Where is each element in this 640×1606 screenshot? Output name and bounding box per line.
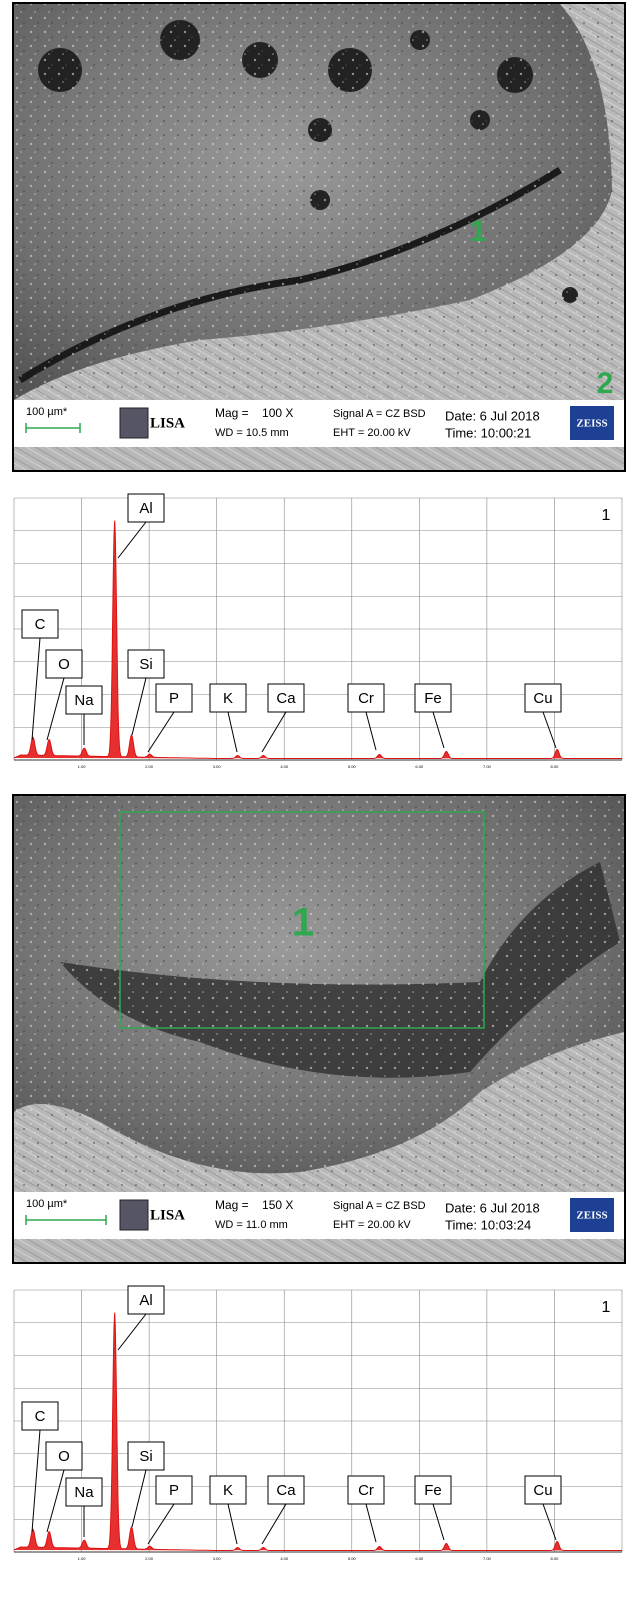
spectrum-label: 1 (602, 1299, 611, 1316)
date: Date: 6 Jul 2018 (445, 1200, 540, 1215)
x-tick-label: 6.00 (415, 1556, 424, 1561)
leader-line (32, 1430, 40, 1532)
spectrum-label: 1 (602, 507, 611, 524)
element-label: Fe (424, 1482, 442, 1499)
leader-line (47, 1470, 64, 1532)
eds-spectrum: 1.00 2.00 3.00 4.00 5.00 6.00 7.00 8.00 1 Al C O Na S… (14, 1286, 622, 1561)
leader-line (228, 712, 237, 752)
x-tick-label: 6.00 (415, 764, 424, 769)
element-label: C (35, 616, 46, 633)
x-tick-label: 5.00 (348, 1556, 357, 1561)
element-label: O (58, 1448, 70, 1465)
leader-line (148, 1504, 174, 1544)
element-label: Cr (358, 690, 374, 707)
x-tick-label: 2.00 (145, 1556, 154, 1561)
leader-line (228, 1504, 237, 1544)
element-label: Al (139, 1292, 152, 1309)
element-label: P (169, 1482, 179, 1499)
x-tick-label: 4.00 (280, 1556, 289, 1561)
leader-line (366, 712, 376, 750)
leader-line (433, 1504, 444, 1540)
magnification: Mag = 100 X (215, 406, 293, 420)
element-label: Cr (358, 1482, 374, 1499)
x-tick-label: 7.00 (483, 764, 492, 769)
signal: Signal A = CZ BSD (333, 1200, 426, 1212)
spectrum-trace (14, 521, 622, 759)
sem-image: 1 100 µm* LISA Mag = 150 X WD = 11.0 mm Signa… (12, 794, 626, 1264)
x-tick-label: 8.00 (551, 764, 560, 769)
leader-line (132, 1470, 146, 1527)
surface-texture (14, 4, 624, 400)
leader-line (262, 712, 286, 752)
element-label: O (58, 656, 70, 673)
x-tick-label: 5.00 (348, 764, 357, 769)
magnification: Mag = 150 X (215, 1198, 293, 1212)
leader-line (118, 522, 146, 558)
voltage: EHT = 20.00 kV (333, 427, 411, 439)
x-tick-label: 1.00 (78, 1556, 87, 1561)
scale-label: 100 µm* (26, 406, 68, 418)
leader-line (366, 1504, 376, 1542)
element-label: C (35, 1408, 46, 1425)
leader-line (543, 712, 556, 748)
element-label: Cu (533, 1482, 552, 1499)
spectrum-trace (14, 1313, 622, 1551)
eds-spectrum: 1.00 2.00 3.00 4.00 5.00 6.00 7.00 8.00 1 Al C O Na S… (14, 494, 622, 769)
x-tick-label: 7.00 (483, 1556, 492, 1561)
point-marker: 2 (597, 367, 614, 400)
scale-label: 100 µm* (26, 1198, 68, 1210)
element-label: Fe (424, 690, 442, 707)
element-label: K (223, 1482, 233, 1499)
brand: ZEISS (576, 1210, 607, 1222)
element-label: Na (74, 1484, 94, 1501)
date: Date: 6 Jul 2018 (445, 408, 540, 423)
surface-texture (14, 796, 624, 1192)
element-label: Na (74, 692, 94, 709)
element-label: Cu (533, 690, 552, 707)
leader-line (262, 1504, 286, 1544)
point-marker: 1 (292, 901, 314, 945)
logo-text: LISA (150, 415, 185, 431)
x-tick-label: 4.00 (280, 764, 289, 769)
info-bar (14, 400, 624, 447)
time: Time: 10:03:24 (445, 1217, 531, 1232)
x-tick-label: 3.00 (213, 1556, 222, 1561)
voltage: EHT = 20.00 kV (333, 1219, 411, 1231)
figure: 1 2 100 µm* LISA Mag = 100 X WD = 10.5 mm Sign… (0, 0, 640, 1606)
element-label: K (223, 690, 233, 707)
x-tick-label: 8.00 (551, 1556, 560, 1561)
element-label: Al (139, 500, 152, 517)
logo-text: LISA (150, 1207, 185, 1223)
signal: Signal A = CZ BSD (333, 408, 426, 420)
time: Time: 10:00:21 (445, 425, 531, 440)
x-tick-label: 3.00 (213, 764, 222, 769)
leader-line (32, 638, 40, 740)
logo-cube (120, 1200, 148, 1230)
x-tick-label: 2.00 (145, 764, 154, 769)
element-label: Ca (276, 1482, 296, 1499)
brand: ZEISS (576, 418, 607, 430)
element-label: Ca (276, 690, 296, 707)
working-distance: WD = 10.5 mm (215, 427, 289, 439)
leader-line (148, 712, 174, 752)
logo-cube (120, 408, 148, 438)
x-tick-label: 1.00 (78, 764, 87, 769)
leader-line (132, 678, 146, 735)
leader-line (543, 1504, 556, 1540)
element-label: Si (139, 1448, 152, 1465)
sem-image: 1 2 100 µm* LISA Mag = 100 X WD = 10.5 mm Sign… (12, 2, 626, 472)
point-marker: 1 (470, 215, 487, 248)
leader-line (47, 678, 64, 740)
leader-line (433, 712, 444, 748)
element-label: Si (139, 656, 152, 673)
leader-line (118, 1314, 146, 1350)
element-label: P (169, 690, 179, 707)
working-distance: WD = 11.0 mm (215, 1219, 288, 1231)
